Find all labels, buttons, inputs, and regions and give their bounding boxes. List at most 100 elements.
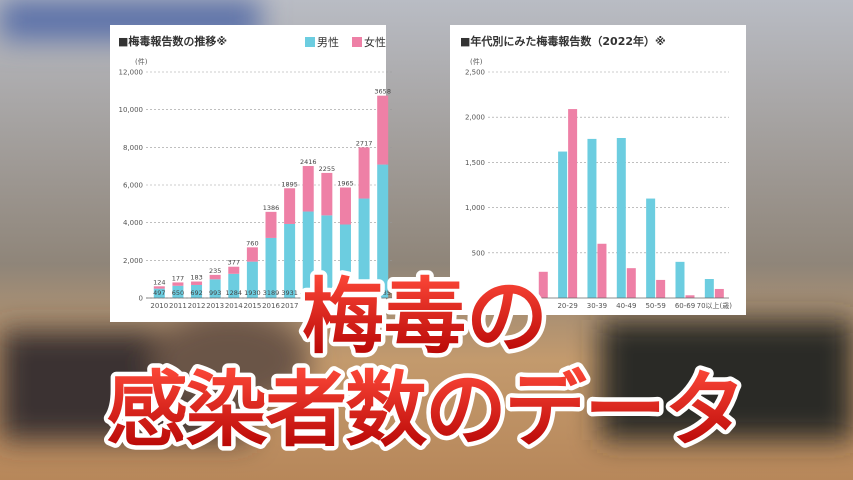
data-label: 1895: [281, 180, 298, 188]
data-label: 235: [209, 267, 221, 275]
data-label: 3189: [263, 289, 280, 297]
x-tick-label: 20-29: [557, 302, 577, 310]
overlay-title: 梅毒の: [302, 270, 548, 365]
data-label: 3931: [281, 289, 298, 297]
y-tick-label: 10,000: [119, 106, 144, 114]
data-label: 7085: [374, 289, 391, 297]
bar: [558, 151, 568, 298]
bar-segment: [209, 274, 221, 280]
bar: [568, 109, 578, 299]
bar-segment: [265, 211, 277, 238]
data-label: 1386: [263, 204, 280, 212]
bar-segment: [358, 147, 370, 199]
bar-segment: [358, 198, 370, 298]
bar-segment: [172, 285, 184, 298]
bar-segment: [284, 188, 296, 224]
data-label: 650: [172, 289, 184, 297]
y-tick-label: 6,000: [123, 182, 143, 190]
bar: [685, 295, 695, 298]
axis-unit: (件): [470, 57, 483, 66]
bar-segment: [321, 215, 333, 298]
bar: [626, 268, 636, 298]
bar: [675, 261, 685, 298]
bar: [656, 279, 666, 298]
x-tick-label: 2015: [243, 302, 261, 310]
bar: [587, 138, 597, 298]
legend-swatch: [305, 37, 315, 47]
x-tick-label: 60-69: [675, 302, 695, 310]
bar-segment: [153, 286, 165, 289]
data-label: 3902: [337, 289, 354, 297]
data-label: 183: [190, 274, 202, 282]
bar-segment: [302, 211, 314, 298]
data-label: 2717: [356, 139, 373, 147]
data-label: 4387: [319, 289, 336, 297]
bar: [597, 243, 607, 298]
x-tick-label: 2016: [262, 302, 280, 310]
x-tick-label: 40-49: [616, 302, 636, 310]
blurred-scene: [0, 0, 853, 440]
data-label: 497: [153, 289, 165, 297]
y-tick-label: 1,000: [465, 204, 485, 212]
data-label: 377: [228, 259, 240, 267]
data-label: 5281: [356, 289, 373, 297]
bar-segment: [191, 284, 203, 298]
bar-segment: [339, 187, 351, 225]
bar-segment: [153, 288, 165, 298]
bar-segment: [172, 282, 184, 286]
bar: [714, 288, 724, 298]
x-tick-label: 2017: [281, 302, 299, 310]
bar-segment: [246, 247, 258, 262]
y-tick-label: 4,000: [123, 219, 143, 227]
y-tick-label: 12,000: [119, 69, 144, 77]
x-tick-label: 30-39: [587, 302, 607, 310]
x-tick-label: 2014: [225, 302, 243, 310]
legend-swatch: [352, 37, 362, 47]
legend-label: 男性: [317, 35, 339, 49]
bar-segment: [191, 281, 203, 285]
data-label: 1930: [244, 289, 261, 297]
data-label: 760: [246, 239, 258, 247]
data-label: 4591: [300, 289, 317, 297]
bar-segment: [265, 237, 277, 298]
data-label: 692: [190, 289, 202, 297]
bar: [538, 271, 548, 298]
y-tick-label: 8,000: [123, 144, 143, 152]
bar-segment: [209, 279, 221, 298]
x-tick-label: 2010: [150, 302, 168, 310]
data-label: 2255: [319, 165, 336, 173]
data-label: 1284: [225, 289, 242, 297]
y-tick-label: 2,000: [465, 114, 485, 122]
x-tick-label: 2012: [188, 302, 206, 310]
x-tick-label: 2011: [169, 302, 187, 310]
x-tick-label: 70以上(歳): [697, 301, 733, 310]
y-tick-label: 0: [139, 295, 143, 303]
bar-segment: [377, 164, 389, 298]
bar: [704, 279, 714, 298]
bar-segment: [284, 223, 296, 298]
bar-segment: [302, 166, 314, 212]
chart: ■梅毒報告数の推移※ (件) 0 2,000 4,000 6,000 8,000 10,000…: [118, 34, 392, 310]
data-label: 124: [153, 278, 165, 286]
bar-segment: [377, 95, 389, 165]
data-label: 177: [172, 274, 184, 282]
bar-segment: [246, 261, 258, 298]
bar-segment: [228, 273, 240, 298]
y-tick-label: 1,500: [465, 159, 485, 167]
legend-label: 女性: [364, 35, 386, 49]
chart-title: ■年代別にみた梅毒報告数（2022年）※: [460, 34, 666, 48]
data-label: 993: [209, 289, 221, 297]
data-label: 1965: [337, 180, 354, 188]
axis-unit: (件): [135, 57, 148, 66]
x-tick-label: 2013: [206, 302, 224, 310]
chart-title: ■梅毒報告数の推移※: [118, 34, 227, 48]
bar: [616, 137, 626, 298]
chart: ■年代別にみた梅毒報告数（2022年）※ (件) 500 1,000 1,500 2,00…: [460, 34, 732, 310]
x-tick-label: 50-59: [645, 302, 665, 310]
overlay-title: 感染者数のデータ: [106, 363, 746, 458]
y-tick-label: 2,000: [123, 257, 143, 265]
bar: [646, 198, 656, 298]
y-tick-label: 500: [472, 249, 485, 257]
bar-segment: [339, 224, 351, 298]
